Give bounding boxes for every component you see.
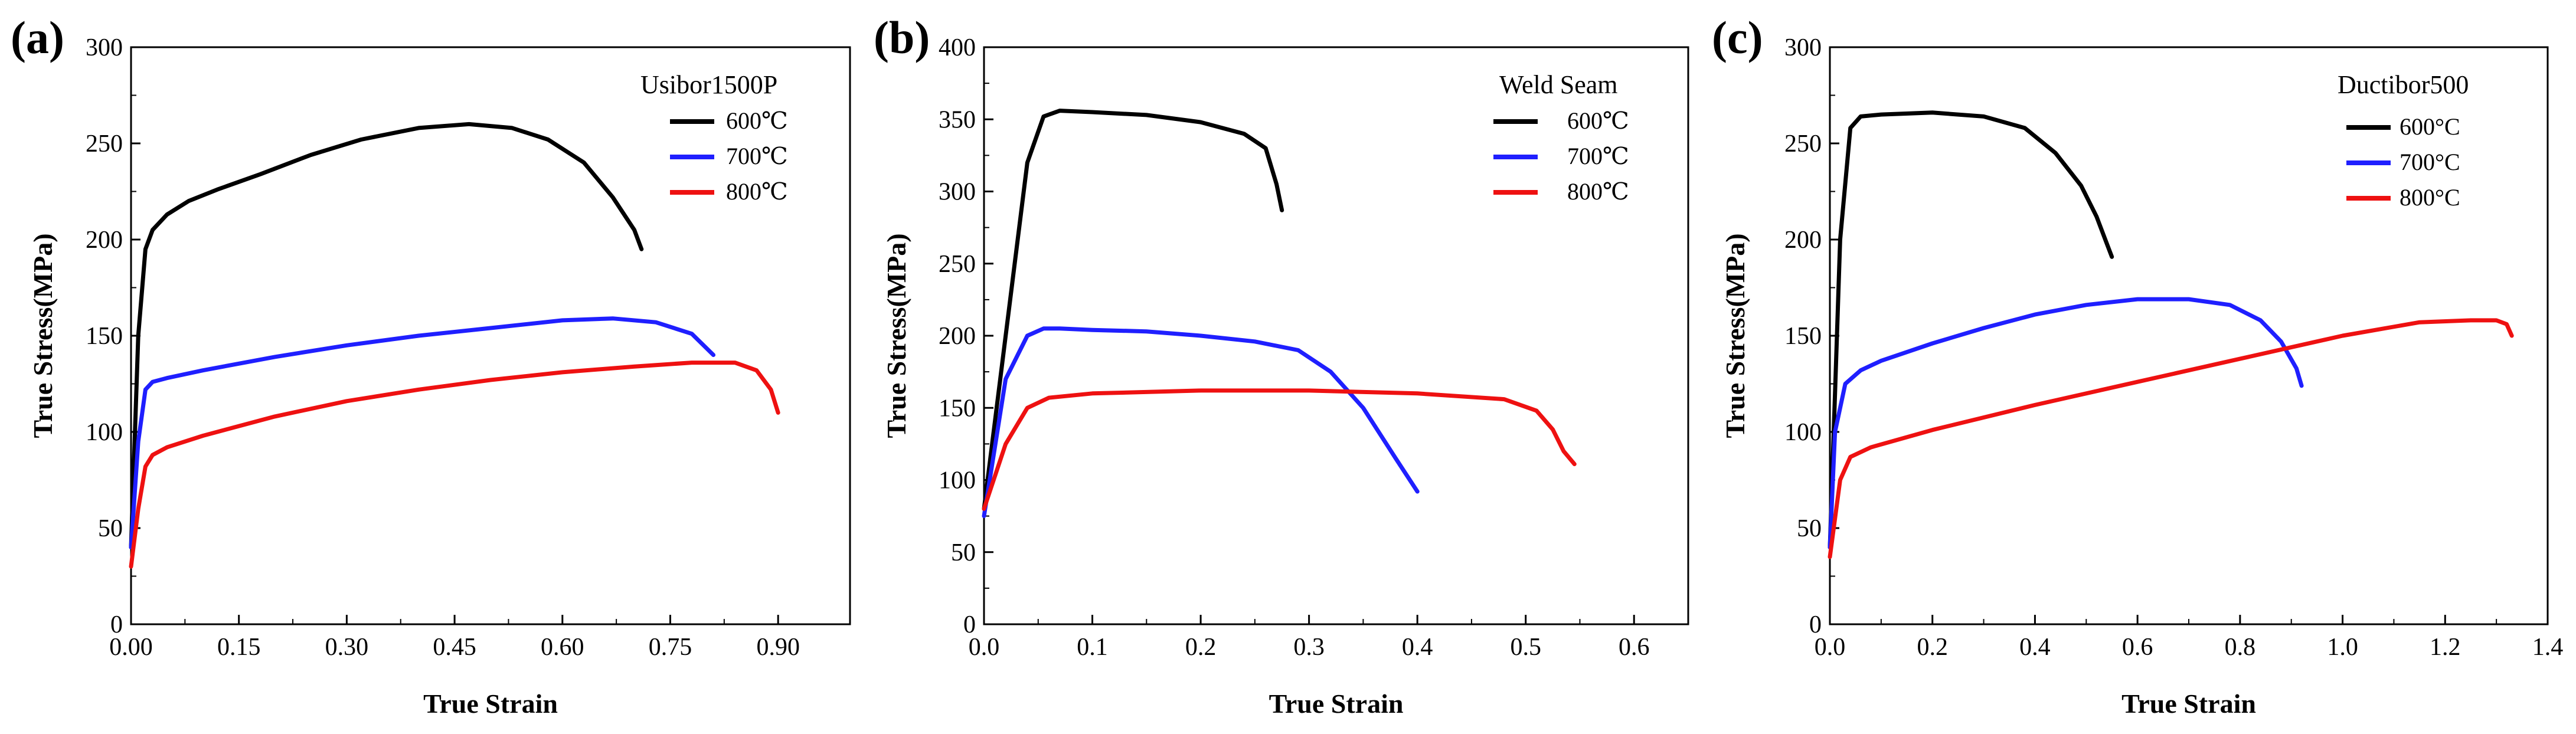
series-line-1 (129, 122, 644, 550)
y-tick-label: 100 (939, 467, 976, 494)
x-tick-label: 0.2 (1917, 634, 1948, 661)
y-tick-label: 150 (1784, 323, 1822, 350)
y-tick-label: 250 (1784, 130, 1822, 158)
chart-panel-1: 0.00 0.15 0.30 0.45 0.60 0.75 0.90 0 50 100 150 200… (11, 12, 851, 719)
x-tick-label: 0.6 (2122, 634, 2153, 661)
y-tick-label: 100 (1784, 419, 1822, 446)
y-tick-label: 300 (86, 34, 123, 61)
panel-label: (b) (874, 12, 930, 63)
x-tick-label: 0.8 (2225, 634, 2256, 661)
x-tick-label: 1.0 (2327, 634, 2358, 661)
legend-label-1: 600℃ (1567, 107, 1629, 134)
y-tick-label: 200 (939, 323, 976, 350)
y-axis-title: True Stress(MPa) (881, 233, 911, 438)
legend-label-3: 800℃ (1567, 178, 1629, 205)
y-tick-label: 250 (86, 130, 123, 158)
chart-panel-3: 0.0 0.2 0.4 0.6 0.8 1.0 1.2 1.4 0 50 100 150 200 250 3… (1712, 12, 2563, 719)
x-tick-label: 0.0 (969, 634, 1000, 661)
series-line-3 (129, 361, 780, 569)
y-tick-label: 350 (939, 106, 976, 133)
x-tick-label: 0.15 (217, 634, 261, 661)
x-tick-label: 1.4 (2532, 634, 2564, 661)
legend-label-2: 700°C (2400, 149, 2460, 175)
x-tick-label: 0.1 (1077, 634, 1108, 661)
y-tick-label: 50 (951, 539, 976, 566)
panel-label: (c) (1712, 12, 1763, 63)
legend-label-1: 600℃ (726, 107, 788, 134)
y-tick-label: 0 (1809, 611, 1822, 638)
x-axis-title: True Strain (1269, 689, 1404, 719)
y-tick-label: 150 (939, 395, 976, 422)
panel-label: (a) (11, 12, 64, 63)
x-tick-label: 0.3 (1293, 634, 1325, 661)
y-tick-label: 0 (963, 611, 976, 638)
series-line-2 (129, 316, 716, 550)
series-line-1 (1828, 110, 2114, 550)
legend-label-2: 700℃ (1567, 143, 1629, 169)
legend-label-2: 700℃ (726, 143, 788, 169)
x-tick-label: 0.2 (1185, 634, 1217, 661)
series-line-3 (1828, 318, 2514, 559)
y-tick-label: 300 (1784, 34, 1822, 61)
y-tick-label: 50 (1797, 515, 1822, 542)
x-tick-label: 0.00 (109, 634, 153, 661)
legend-label-1: 600°C (2400, 113, 2460, 140)
legend-label-3: 800°C (2400, 184, 2460, 211)
series-line-2 (982, 326, 1420, 519)
y-tick-label: 250 (939, 251, 976, 278)
x-tick-label: 0.45 (433, 634, 476, 661)
y-tick-label: 200 (1784, 227, 1822, 254)
y-tick-label: 50 (98, 515, 123, 542)
legend-title: Weld Seam (1499, 70, 1618, 99)
chart-panel-2: 0.0 0.1 0.2 0.3 0.4 0.5 0.6 0 50 100 150 200 250 300 3… (874, 12, 1689, 719)
y-axis-title: True Stress(MPa) (1720, 233, 1750, 438)
y-tick-label: 150 (86, 323, 123, 350)
y-tick-label: 300 (939, 179, 976, 206)
legend-title: Usibor1500P (640, 70, 777, 99)
series-line-1 (982, 109, 1284, 511)
x-tick-label: 0.4 (2019, 634, 2051, 661)
legend-label-3: 800℃ (726, 178, 788, 205)
x-axis-title: True Strain (423, 689, 558, 719)
x-axis-title: True Strain (2121, 689, 2256, 719)
x-tick-label: 0.30 (325, 634, 369, 661)
y-axis-title: True Stress(MPa) (28, 233, 58, 438)
x-tick-label: 1.2 (2430, 634, 2461, 661)
series-line-2 (1828, 297, 2304, 550)
x-tick-label: 0.60 (541, 634, 584, 661)
legend-title: Ductibor500 (2338, 70, 2469, 99)
x-tick-label: 0.4 (1402, 634, 1433, 661)
x-tick-label: 0.90 (756, 634, 800, 661)
series-line-3 (982, 388, 1577, 511)
y-tick-label: 400 (939, 34, 976, 61)
y-tick-label: 100 (86, 419, 123, 446)
x-tick-label: 0.5 (1510, 634, 1541, 661)
x-tick-label: 0.6 (1619, 634, 1650, 661)
y-tick-label: 0 (110, 611, 123, 638)
x-tick-label: 0.75 (649, 634, 692, 661)
y-tick-label: 200 (86, 227, 123, 254)
x-tick-label: 0.0 (1815, 634, 1846, 661)
